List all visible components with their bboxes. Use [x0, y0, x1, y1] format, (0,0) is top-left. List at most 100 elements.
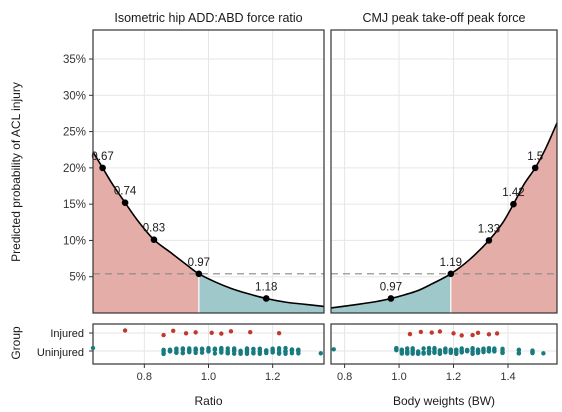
- uninjured-dot: [289, 347, 295, 353]
- uninjured-dot: [264, 348, 269, 353]
- injured-dot: [451, 331, 456, 336]
- risk-curve: [330, 122, 558, 309]
- y-tick-label: 25%: [63, 127, 86, 139]
- x-tick-label: 0.8: [337, 371, 352, 383]
- uninjured-dot: [206, 348, 211, 354]
- curve-point: [99, 164, 106, 172]
- uninjured-dot: [470, 345, 475, 351]
- curve-point: [485, 237, 493, 244]
- y-tick-label: 20%: [63, 163, 86, 175]
- point-label: 1.5: [527, 151, 543, 163]
- uninjured-dot: [174, 350, 179, 355]
- uninjured-dot: [90, 345, 96, 351]
- curve-point: [510, 200, 517, 208]
- injured-dot: [219, 331, 224, 336]
- uninjured-dot: [276, 347, 282, 353]
- uninjured-dot: [530, 348, 535, 353]
- uninjured-dot: [187, 349, 192, 355]
- uninjured-dot: [516, 351, 522, 356]
- curve-point: [150, 236, 158, 244]
- uninjured-dot: [251, 346, 256, 352]
- uninjured-dot: [187, 346, 192, 352]
- x-axis-title: Body weights (BW): [393, 394, 495, 408]
- injured-dot: [228, 329, 234, 334]
- uninjured-dot: [289, 351, 295, 356]
- curve-point: [195, 270, 203, 278]
- y-tick-label: 5%: [69, 272, 86, 284]
- uninjured-dot: [394, 346, 399, 351]
- point-label: 1.42: [502, 187, 524, 199]
- point-label: 0.67: [91, 151, 113, 163]
- uninjured-dot: [225, 351, 230, 356]
- curve-point: [447, 270, 455, 278]
- injured-dot: [407, 331, 413, 337]
- uninjured-dot: [270, 346, 275, 351]
- x-tick-label: 0.8: [137, 371, 152, 383]
- uninjured-dot: [212, 351, 218, 356]
- uninjured-dot: [405, 350, 410, 355]
- uninjured-dot: [167, 348, 173, 354]
- uninjured-dot: [244, 346, 250, 352]
- uninjured-dot: [437, 351, 443, 356]
- uninjured-dot: [212, 347, 218, 352]
- injured-dot: [470, 332, 475, 338]
- uninjured-dot: [257, 346, 263, 351]
- uninjured-dot: [225, 346, 230, 351]
- uninjured-dot: [161, 347, 166, 353]
- x-tick-label: 1.4: [500, 371, 515, 383]
- point-label: 0.97: [188, 257, 210, 269]
- left-axis: 5% 10% 15% 20% 25% 30% 35%: [63, 54, 93, 352]
- uninjured-dot: [238, 348, 243, 353]
- uninjured-dot: [470, 351, 475, 356]
- point-label: 1.33: [478, 223, 500, 235]
- uninjured-dot: [180, 346, 186, 351]
- risk-area-left: [331, 273, 451, 313]
- uninjured-dot: [296, 351, 301, 356]
- uninjured-dot: [426, 351, 432, 356]
- injured-dot: [183, 331, 189, 336]
- uninjured-dot: [421, 346, 426, 351]
- chart-panel-2: CMJ peak take-off peak force 0.97 1.19 1.33…: [330, 11, 558, 408]
- uninjured-dot: [516, 347, 522, 353]
- injured-dot: [248, 329, 253, 335]
- x-tick-label: 1.0: [201, 371, 216, 383]
- uninjured-dot: [283, 349, 288, 354]
- uninjured-dot: [199, 350, 205, 355]
- uninjured-dot: [415, 349, 421, 354]
- chart-panel-1: Isometric hip ADD:ABD force ratio 0.67 0.7…: [90, 11, 325, 408]
- risk-area-left: [93, 151, 199, 313]
- point-label: 0.83: [143, 223, 165, 235]
- injured-dot: [418, 329, 424, 335]
- uninjured-dot: [475, 350, 481, 356]
- curve-point: [531, 164, 539, 172]
- point-label: 0.97: [380, 281, 402, 293]
- uninjured-dot: [464, 347, 470, 353]
- uninjured-dot: [405, 346, 410, 351]
- injured-dot: [161, 332, 166, 338]
- uninjured-dot: [500, 350, 505, 356]
- group-axis-title: Group: [9, 326, 23, 360]
- injured-dot: [276, 330, 282, 336]
- point-label: 0.74: [114, 186, 137, 198]
- uninjured-dot: [454, 348, 459, 354]
- injured-dot: [459, 333, 464, 338]
- uninjured-dot: [492, 346, 497, 351]
- y-axis-title: Predicted probability of ACL injury: [9, 82, 23, 262]
- group-frame: [330, 323, 558, 365]
- uninjured-dot: [296, 347, 301, 352]
- group-label-uninjured: Uninjured: [37, 347, 84, 359]
- uninjured-dot: [318, 351, 323, 356]
- risk-curve: [92, 151, 325, 308]
- uninjured-dot: [276, 350, 282, 356]
- uninjured-dot: [426, 345, 432, 351]
- uninjured-dot: [270, 350, 275, 355]
- uninjured-dot: [174, 346, 179, 351]
- uninjured-dot: [432, 345, 437, 351]
- x-tick-label: 1.0: [391, 371, 406, 383]
- uninjured-dot: [541, 351, 546, 356]
- uninjured-dot: [459, 349, 464, 354]
- x-axis-title: Ratio: [194, 394, 222, 408]
- injured-dot: [429, 330, 434, 335]
- curve-point: [121, 199, 129, 207]
